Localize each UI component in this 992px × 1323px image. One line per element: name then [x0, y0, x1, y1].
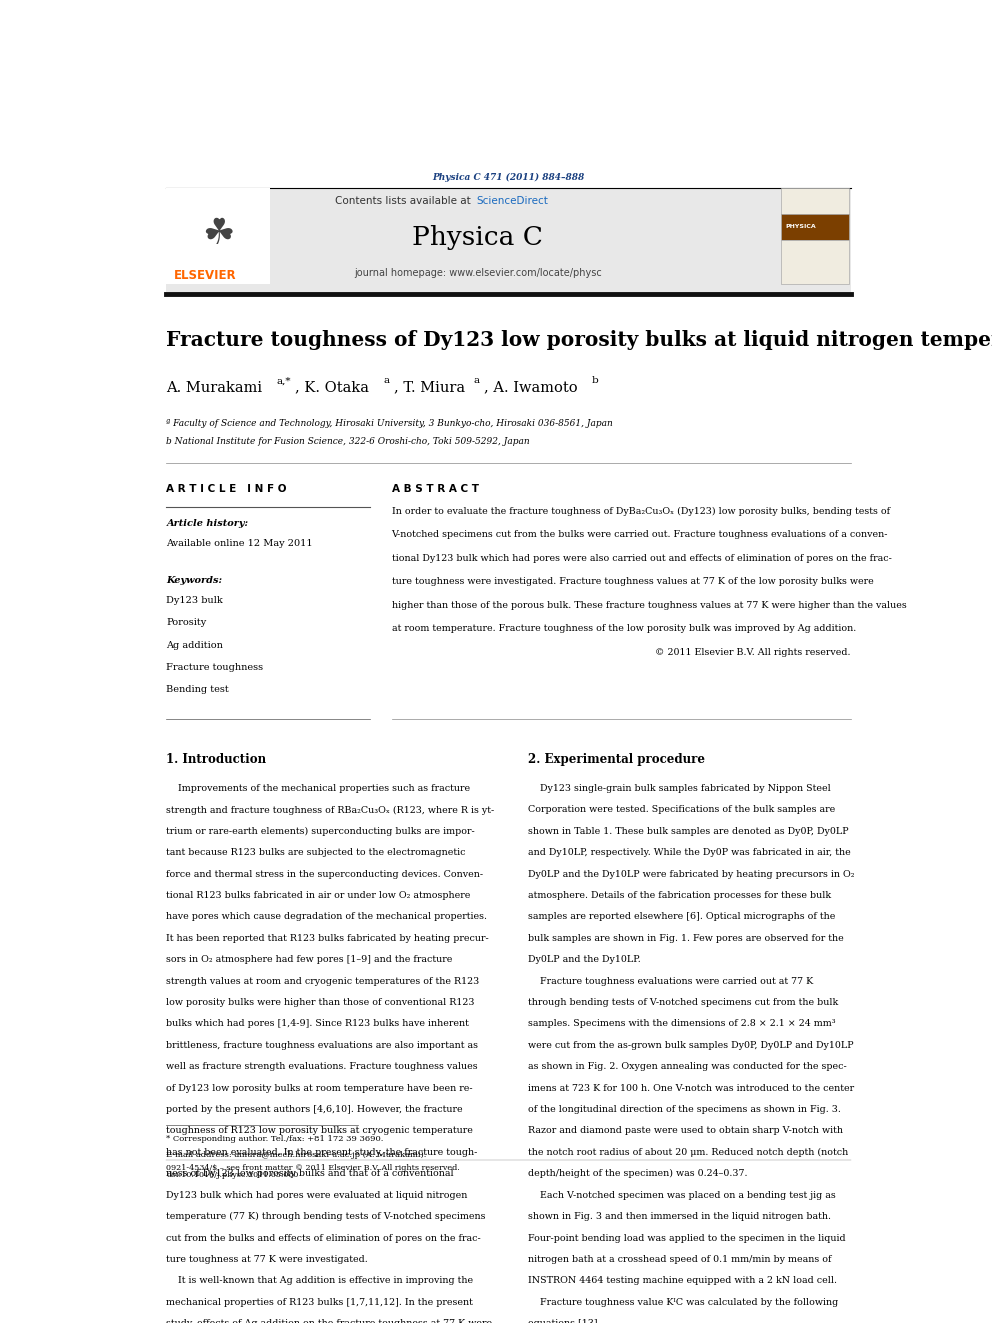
- Text: a: a: [384, 377, 390, 385]
- Text: Keywords:: Keywords:: [167, 576, 222, 585]
- Text: PHYSICA: PHYSICA: [786, 224, 815, 229]
- Text: * Corresponding author. Tel./fax: +81 172 39 3690.: * Corresponding author. Tel./fax: +81 17…: [167, 1135, 384, 1143]
- Text: toughness of R123 low porosity bulks at cryogenic temperature: toughness of R123 low porosity bulks at …: [167, 1126, 473, 1135]
- Text: ª Faculty of Science and Technology, Hirosaki University, 3 Bunkyo-cho, Hirosaki: ª Faculty of Science and Technology, Hir…: [167, 419, 613, 429]
- Text: A R T I C L E   I N F O: A R T I C L E I N F O: [167, 484, 287, 493]
- Text: tional R123 bulks fabricated in air or under low O₂ atmosphere: tional R123 bulks fabricated in air or u…: [167, 890, 470, 900]
- Text: Razor and diamond paste were used to obtain sharp V-notch with: Razor and diamond paste were used to obt…: [528, 1126, 842, 1135]
- Text: a: a: [474, 377, 480, 385]
- Text: as shown in Fig. 2. Oxygen annealing was conducted for the spec-: as shown in Fig. 2. Oxygen annealing was…: [528, 1062, 846, 1072]
- Text: ☘: ☘: [202, 217, 235, 251]
- Text: Article history:: Article history:: [167, 519, 248, 528]
- Text: ELSEVIER: ELSEVIER: [174, 270, 237, 282]
- Text: A. Murakami: A. Murakami: [167, 381, 263, 394]
- Text: Dy123 single-grain bulk samples fabricated by Nippon Steel: Dy123 single-grain bulk samples fabricat…: [528, 785, 830, 792]
- Text: Physica C 471 (2011) 884–888: Physica C 471 (2011) 884–888: [433, 172, 584, 181]
- Text: brittleness, fracture toughness evaluations are also important as: brittleness, fracture toughness evaluati…: [167, 1041, 478, 1050]
- FancyBboxPatch shape: [167, 188, 850, 294]
- Text: Dy0LP and the Dy10LP.: Dy0LP and the Dy10LP.: [528, 955, 641, 964]
- Text: , T. Miura: , T. Miura: [394, 381, 465, 394]
- Text: bulks which had pores [1,4-9]. Since R123 bulks have inherent: bulks which had pores [1,4-9]. Since R12…: [167, 1020, 469, 1028]
- Text: the notch root radius of about 20 μm. Reduced notch depth (notch: the notch root radius of about 20 μm. Re…: [528, 1148, 848, 1158]
- Text: samples. Specimens with the dimensions of 2.8 × 2.1 × 24 mm³: samples. Specimens with the dimensions o…: [528, 1020, 835, 1028]
- Text: a,*: a,*: [277, 377, 292, 385]
- Text: A B S T R A C T: A B S T R A C T: [392, 484, 478, 493]
- Text: It has been reported that R123 bulks fabricated by heating precur-: It has been reported that R123 bulks fab…: [167, 934, 489, 943]
- Text: study, effects of Ag addition on the fracture toughness at 77 K were: study, effects of Ag addition on the fra…: [167, 1319, 492, 1323]
- Text: E-mail address: amura@mech.hirosaki-u.ac.jp (A. Murakami).: E-mail address: amura@mech.hirosaki-u.ac…: [167, 1151, 427, 1159]
- Text: b: b: [591, 377, 598, 385]
- Text: 1. Introduction: 1. Introduction: [167, 753, 267, 766]
- Text: have pores which cause degradation of the mechanical properties.: have pores which cause degradation of th…: [167, 913, 487, 921]
- Text: INSTRON 4464 testing machine equipped with a 2 kN load cell.: INSTRON 4464 testing machine equipped wi…: [528, 1277, 836, 1286]
- Text: shown in Fig. 3 and then immersed in the liquid nitrogen bath.: shown in Fig. 3 and then immersed in the…: [528, 1212, 830, 1221]
- Text: ture toughness were investigated. Fracture toughness values at 77 K of the low p: ture toughness were investigated. Fractu…: [392, 577, 873, 586]
- Text: samples are reported elsewhere [6]. Optical micrographs of the: samples are reported elsewhere [6]. Opti…: [528, 913, 835, 921]
- Text: Fracture toughness of Dy123 low porosity bulks at liquid nitrogen temperature: Fracture toughness of Dy123 low porosity…: [167, 329, 992, 349]
- Text: has not been evaluated. In the present study, the fracture tough-: has not been evaluated. In the present s…: [167, 1148, 478, 1156]
- Text: ported by the present authors [4,6,10]. However, the fracture: ported by the present authors [4,6,10]. …: [167, 1105, 463, 1114]
- Text: force and thermal stress in the superconducting devices. Conven-: force and thermal stress in the supercon…: [167, 869, 483, 878]
- Text: strength values at room and cryogenic temperatures of the R123: strength values at room and cryogenic te…: [167, 976, 479, 986]
- Text: atmosphere. Details of the fabrication processes for these bulk: atmosphere. Details of the fabrication p…: [528, 890, 830, 900]
- Text: journal homepage: www.elsevier.com/locate/physc: journal homepage: www.elsevier.com/locat…: [354, 267, 601, 278]
- Text: temperature (77 K) through bending tests of V-notched specimens: temperature (77 K) through bending tests…: [167, 1212, 486, 1221]
- Text: Dy123 bulk: Dy123 bulk: [167, 597, 223, 605]
- Text: b National Institute for Fusion Science, 322-6 Oroshi-cho, Toki 509-5292, Japan: b National Institute for Fusion Science,…: [167, 437, 530, 446]
- Text: doi:10.1016/j.physc.2011.05.080: doi:10.1016/j.physc.2011.05.080: [167, 1171, 299, 1179]
- Text: Dy0LP and the Dy10LP were fabricated by heating precursors in O₂: Dy0LP and the Dy10LP were fabricated by …: [528, 869, 854, 878]
- Text: 0921-4534/$ – see front matter © 2011 Elsevier B.V. All rights reserved.: 0921-4534/$ – see front matter © 2011 El…: [167, 1164, 460, 1172]
- Text: sors in O₂ atmosphere had few pores [1–9] and the fracture: sors in O₂ atmosphere had few pores [1–9…: [167, 955, 452, 964]
- Text: In order to evaluate the fracture toughness of DyBa₂Cu₃Oₓ (Dy123) low porosity b: In order to evaluate the fracture toughn…: [392, 507, 890, 516]
- Text: Improvements of the mechanical properties such as fracture: Improvements of the mechanical propertie…: [167, 785, 470, 792]
- Text: Fracture toughness evaluations were carried out at 77 K: Fracture toughness evaluations were carr…: [528, 976, 812, 986]
- FancyBboxPatch shape: [782, 214, 849, 239]
- Text: tional Dy123 bulk which had pores were also carried out and effects of eliminati: tional Dy123 bulk which had pores were a…: [392, 554, 892, 562]
- Text: Fracture toughness: Fracture toughness: [167, 663, 264, 672]
- Text: Physica C: Physica C: [413, 225, 543, 250]
- Text: and Dy10LP, respectively. While the Dy0P was fabricated in air, the: and Dy10LP, respectively. While the Dy0P…: [528, 848, 850, 857]
- Text: ScienceDirect: ScienceDirect: [476, 196, 548, 206]
- Text: of the longitudinal direction of the specimens as shown in Fig. 3.: of the longitudinal direction of the spe…: [528, 1105, 840, 1114]
- Text: bulk samples are shown in Fig. 1. Few pores are observed for the: bulk samples are shown in Fig. 1. Few po…: [528, 934, 843, 943]
- Text: ture toughness at 77 K were investigated.: ture toughness at 77 K were investigated…: [167, 1256, 368, 1263]
- Text: Ag addition: Ag addition: [167, 640, 223, 650]
- Text: It is well-known that Ag addition is effective in improving the: It is well-known that Ag addition is eff…: [167, 1277, 473, 1286]
- Text: Corporation were tested. Specifications of the bulk samples are: Corporation were tested. Specifications …: [528, 806, 835, 815]
- Text: cut from the bulks and effects of elimination of pores on the frac-: cut from the bulks and effects of elimin…: [167, 1233, 481, 1242]
- Text: through bending tests of V-notched specimens cut from the bulk: through bending tests of V-notched speci…: [528, 998, 838, 1007]
- Text: V-notched specimens cut from the bulks were carried out. Fracture toughness eval: V-notched specimens cut from the bulks w…: [392, 531, 888, 540]
- Text: , K. Otaka: , K. Otaka: [296, 381, 369, 394]
- FancyBboxPatch shape: [782, 188, 849, 214]
- Text: Four-point bending load was applied to the specimen in the liquid: Four-point bending load was applied to t…: [528, 1233, 845, 1242]
- Text: © 2011 Elsevier B.V. All rights reserved.: © 2011 Elsevier B.V. All rights reserved…: [655, 648, 850, 656]
- FancyBboxPatch shape: [167, 188, 270, 283]
- Text: Contents lists available at: Contents lists available at: [335, 196, 474, 206]
- Text: Fracture toughness value KᴵC was calculated by the following: Fracture toughness value KᴵC was calcula…: [528, 1298, 838, 1307]
- Text: mechanical properties of R123 bulks [1,7,11,12]. In the present: mechanical properties of R123 bulks [1,7…: [167, 1298, 473, 1307]
- FancyBboxPatch shape: [782, 239, 849, 283]
- Text: tant because R123 bulks are subjected to the electromagnetic: tant because R123 bulks are subjected to…: [167, 848, 466, 857]
- Text: Bending test: Bending test: [167, 685, 229, 695]
- Text: low porosity bulks were higher than those of conventional R123: low porosity bulks were higher than thos…: [167, 998, 475, 1007]
- Text: shown in Table 1. These bulk samples are denoted as Dy0P, Dy0LP: shown in Table 1. These bulk samples are…: [528, 827, 848, 836]
- Text: , A. Iwamoto: , A. Iwamoto: [484, 381, 577, 394]
- Text: equations [13].: equations [13].: [528, 1319, 600, 1323]
- Text: imens at 723 K for 100 h. One V-notch was introduced to the center: imens at 723 K for 100 h. One V-notch wa…: [528, 1084, 854, 1093]
- Text: strength and fracture toughness of RBa₂Cu₃Oₓ (R123, where R is yt-: strength and fracture toughness of RBa₂C…: [167, 806, 495, 815]
- Text: ness of Dy123 low porosity bulks and that of a conventional: ness of Dy123 low porosity bulks and tha…: [167, 1170, 454, 1179]
- Text: were cut from the as-grown bulk samples Dy0P, Dy0LP and Dy10LP: were cut from the as-grown bulk samples …: [528, 1041, 853, 1050]
- Text: trium or rare-earth elements) superconducting bulks are impor-: trium or rare-earth elements) supercondu…: [167, 827, 475, 836]
- Text: well as fracture strength evaluations. Fracture toughness values: well as fracture strength evaluations. F…: [167, 1062, 478, 1072]
- Text: at room temperature. Fracture toughness of the low porosity bulk was improved by: at room temperature. Fracture toughness …: [392, 624, 856, 634]
- Text: nitrogen bath at a crosshead speed of 0.1 mm/min by means of: nitrogen bath at a crosshead speed of 0.…: [528, 1256, 831, 1263]
- Text: higher than those of the porous bulk. These fracture toughness values at 77 K we: higher than those of the porous bulk. Th…: [392, 601, 907, 610]
- Text: depth/height of the specimen) was 0.24–0.37.: depth/height of the specimen) was 0.24–0…: [528, 1170, 747, 1179]
- Text: of Dy123 low porosity bulks at room temperature have been re-: of Dy123 low porosity bulks at room temp…: [167, 1084, 473, 1093]
- Text: Available online 12 May 2011: Available online 12 May 2011: [167, 540, 312, 548]
- Text: Dy123 bulk which had pores were evaluated at liquid nitrogen: Dy123 bulk which had pores were evaluate…: [167, 1191, 467, 1200]
- Text: Each V-notched specimen was placed on a bending test jig as: Each V-notched specimen was placed on a …: [528, 1191, 835, 1200]
- Text: 2. Experimental procedure: 2. Experimental procedure: [528, 753, 704, 766]
- Text: Porosity: Porosity: [167, 618, 206, 627]
